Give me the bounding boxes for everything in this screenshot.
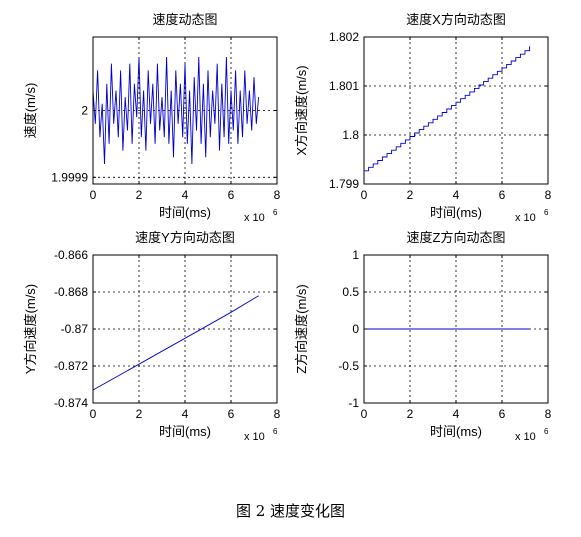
x-tick-label: 8	[545, 188, 552, 202]
x-tick-label: 2	[407, 407, 414, 421]
x-axis-label: 时间(ms)	[159, 205, 211, 220]
x-axis-multiplier: x 10	[515, 431, 536, 443]
y-tick-label: 1.801	[329, 79, 359, 93]
x-tick-label: 2	[136, 188, 143, 202]
y-tick-label: -0.866	[54, 248, 88, 262]
series-line-1	[364, 46, 531, 172]
x-tick-label: 8	[545, 407, 552, 421]
x-tick-label: 4	[453, 188, 460, 202]
series-line-1	[92, 295, 259, 391]
x-axis-multiplier-exponent: 6	[544, 208, 549, 217]
x-tick-label: 6	[228, 188, 235, 202]
chart-title: 速度Z方向动态图	[407, 230, 506, 245]
x-axis-label: 时间(ms)	[430, 424, 482, 439]
x-axis-multiplier: x 10	[515, 212, 536, 224]
x-tick-label: 4	[182, 407, 189, 421]
y-tick-label: 1.8	[342, 128, 359, 142]
y-axis-label: Y方向速度(m/s)	[23, 284, 38, 374]
x-tick-label: 6	[499, 407, 506, 421]
x-tick-label: 6	[499, 188, 506, 202]
x-axis-label: 时间(ms)	[430, 205, 482, 220]
y-tick-label: -1	[348, 396, 359, 410]
x-tick-label: 6	[228, 407, 235, 421]
x-tick-label: 8	[274, 188, 281, 202]
y-tick-label: -0.87	[61, 322, 89, 336]
x-tick-label: 8	[274, 407, 281, 421]
x-axis-multiplier: x 10	[244, 431, 265, 443]
y-axis-label: 速度(m/s)	[23, 83, 38, 139]
y-tick-label: 1.799	[329, 177, 359, 191]
y-tick-label: 0	[352, 322, 359, 336]
y-tick-label: 1.802	[329, 30, 359, 44]
y-tick-label: 1	[352, 248, 359, 262]
x-tick-label: 0	[361, 407, 368, 421]
x-axis-multiplier: x 10	[244, 212, 265, 224]
x-axis-multiplier-exponent: 6	[273, 208, 278, 217]
y-axis-label: X方向速度(m/s)	[294, 65, 309, 155]
x-tick-label: 4	[182, 188, 189, 202]
y-tick-label: -0.874	[54, 396, 88, 410]
x-tick-label: 4	[453, 407, 460, 421]
figure-caption: 图 2 速度变化图	[235, 502, 346, 520]
y-tick-label: 2	[81, 104, 88, 118]
y-tick-label: -0.872	[54, 359, 88, 373]
y-tick-label: 0.5	[342, 285, 359, 299]
x-axis-multiplier-exponent: 6	[273, 427, 278, 436]
chart-title: 速度Y方向动态图	[135, 230, 235, 245]
chart-title: 速度X方向动态图	[406, 12, 506, 27]
x-tick-label: 2	[407, 188, 414, 202]
x-tick-label: 0	[361, 188, 368, 202]
x-tick-label: 2	[136, 407, 143, 421]
chart-title: 速度动态图	[152, 12, 217, 27]
y-tick-label: -0.5	[338, 359, 359, 373]
x-axis-multiplier-exponent: 6	[544, 427, 549, 436]
x-axis-label: 时间(ms)	[159, 424, 211, 439]
y-tick-label: -0.868	[54, 285, 88, 299]
subplot-3: 0 2 4 6 8 -0.874 -0.872 -0.87 -0.868 -0.866 速度Y方向动…	[23, 230, 281, 443]
y-tick-label: 1.9999	[51, 170, 88, 184]
series-line-1	[92, 56, 260, 165]
x-tick-label: 0	[90, 188, 97, 202]
y-axis-label: Z方向速度(m/s)	[294, 284, 309, 374]
plot-area	[364, 37, 548, 184]
x-tick-label: 0	[90, 407, 97, 421]
